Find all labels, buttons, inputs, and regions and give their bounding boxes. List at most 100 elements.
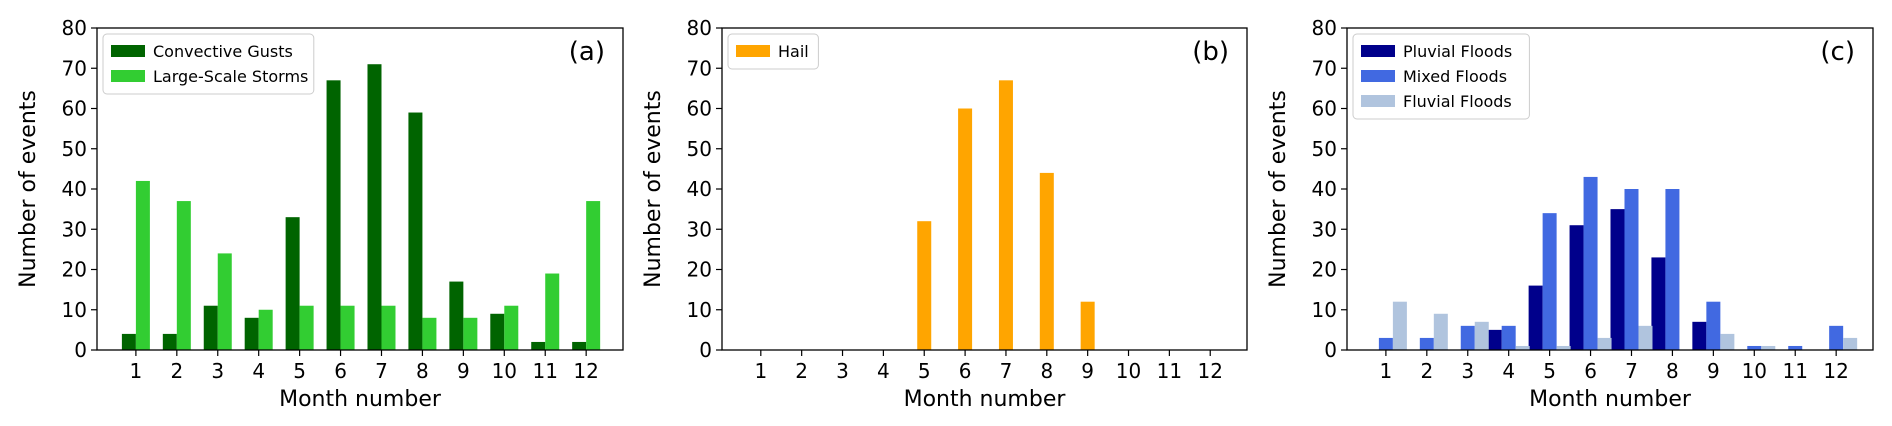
legend: Convective Gusts Large-Scale Storms: [102, 33, 315, 95]
x-tick-label: 8: [1666, 359, 1679, 383]
bar-mixed-floods-month-4: [1501, 325, 1516, 350]
bar-large-scale-storms-month-8: [422, 317, 437, 350]
bar-mixed-floods-month-3: [1460, 325, 1475, 350]
x-tick-label: 12: [1198, 359, 1223, 383]
legend-box: [727, 33, 819, 70]
legend-label: Fluvial Floods: [1403, 92, 1512, 111]
y-tick-label: 50: [62, 137, 87, 161]
bar-convective-gusts-month-4: [244, 317, 259, 350]
x-tick-label: 4: [252, 359, 265, 383]
x-tick-label: 8: [1040, 359, 1053, 383]
legend-label: Convective Gusts: [153, 42, 293, 61]
bar-mixed-floods-month-9: [1706, 301, 1721, 350]
x-tick-label: 10: [1742, 359, 1767, 383]
x-axis-label: Month number: [1529, 387, 1692, 412]
y-tick-label: 20: [687, 258, 712, 282]
y-tick-label: 80: [62, 16, 87, 40]
bar-large-scale-storms-month-11: [545, 273, 560, 350]
x-tick-label: 10: [492, 359, 517, 383]
y-tick-label: 60: [1312, 97, 1337, 121]
bar-mixed-floods-month-1: [1378, 337, 1393, 350]
x-tick-label: 6: [1584, 359, 1597, 383]
y-tick-label: 30: [1312, 217, 1337, 241]
x-tick-label: 11: [1782, 359, 1807, 383]
bar-convective-gusts-month-7: [367, 64, 382, 350]
y-axis-label: Number of events: [1266, 90, 1291, 288]
legend: Pluvial Floods Mixed Floods Fluvial Floods: [1352, 33, 1530, 120]
bar-pluvial-floods-month-4: [1487, 329, 1502, 350]
x-tick-label: 1: [1380, 359, 1393, 383]
bar-pluvial-floods-month-5: [1528, 285, 1543, 350]
y-tick-label: 10: [687, 298, 712, 322]
bar-convective-gusts-month-10: [490, 313, 505, 350]
legend-box: [102, 33, 315, 95]
bar-hail-month-9: [1080, 301, 1095, 350]
x-tick-label: 11: [532, 359, 557, 383]
y-axis-label: Number of events: [641, 90, 666, 288]
x-tick-label: 2: [170, 359, 183, 383]
legend-box: [1352, 33, 1530, 120]
x-tick-label: 11: [1157, 359, 1182, 383]
legend-swatch: [1361, 95, 1395, 107]
x-tick-label: 9: [1707, 359, 1720, 383]
x-tick-label: 1: [754, 359, 767, 383]
bar-mixed-floods-month-10: [1747, 345, 1762, 350]
bar-mixed-floods-month-7: [1624, 189, 1639, 350]
legend-label: Large-Scale Storms: [153, 67, 308, 86]
x-tick-label: 2: [1420, 359, 1433, 383]
bar-large-scale-storms-month-1: [135, 180, 150, 350]
y-tick-label: 0: [699, 338, 712, 362]
legend-swatch: [1361, 70, 1395, 82]
y-tick-label: 0: [74, 338, 87, 362]
y-tick-label: 20: [1312, 258, 1337, 282]
x-tick-label: 6: [334, 359, 347, 383]
bar-convective-gusts-month-1: [121, 333, 136, 350]
plot-frame: [721, 27, 1248, 351]
x-tick-label: 7: [1000, 359, 1013, 383]
x-tick-label: 7: [375, 359, 388, 383]
bar-mixed-floods-month-6: [1583, 176, 1598, 350]
bar-convective-gusts-month-6: [326, 80, 341, 350]
x-tick-label: 4: [877, 359, 890, 383]
x-tick-label: 2: [795, 359, 808, 383]
bar-fluvial-floods-month-5: [1556, 345, 1571, 350]
x-tick-label: 3: [1461, 359, 1474, 383]
bar-convective-gusts-month-9: [449, 281, 464, 350]
bar-convective-gusts-month-8: [408, 112, 423, 351]
panel-tag: (c): [1820, 37, 1855, 67]
legend-swatch: [1361, 45, 1395, 57]
panel-tag: (b): [1192, 37, 1229, 67]
y-tick-label: 40: [687, 177, 712, 201]
bar-large-scale-storms-month-4: [258, 309, 273, 350]
bar-hail-month-8: [1039, 172, 1054, 350]
y-tick-label: 50: [687, 137, 712, 161]
bar-fluvial-floods-month-2: [1433, 313, 1448, 350]
bar-convective-gusts-month-5: [285, 217, 300, 350]
bar-convective-gusts-month-11: [531, 341, 546, 350]
y-tick-label: 30: [687, 217, 712, 241]
bar-hail-month-6: [958, 108, 973, 350]
y-tick-label: 40: [62, 177, 87, 201]
bar-pluvial-floods-month-9: [1692, 321, 1707, 350]
x-tick-label: 12: [1823, 359, 1848, 383]
legend-swatch: [111, 70, 145, 82]
legend-label: Mixed Floods: [1403, 67, 1507, 86]
bar-mixed-floods-month-8: [1665, 189, 1680, 350]
bar-convective-gusts-month-3: [203, 305, 218, 350]
y-tick-label: 80: [687, 16, 712, 40]
x-tick-label: 1: [130, 359, 143, 383]
y-tick-label: 20: [62, 258, 87, 282]
bar-pluvial-floods-month-8: [1651, 257, 1666, 350]
bar-fluvial-floods-month-7: [1638, 325, 1653, 350]
y-tick-label: 40: [1312, 177, 1337, 201]
bar-mixed-floods-month-11: [1788, 345, 1803, 350]
x-axis-label: Month number: [904, 387, 1067, 412]
bar-fluvial-floods-month-4: [1515, 345, 1530, 350]
y-tick-label: 50: [1312, 137, 1337, 161]
y-tick-label: 10: [1312, 298, 1337, 322]
y-tick-label: 10: [62, 298, 87, 322]
